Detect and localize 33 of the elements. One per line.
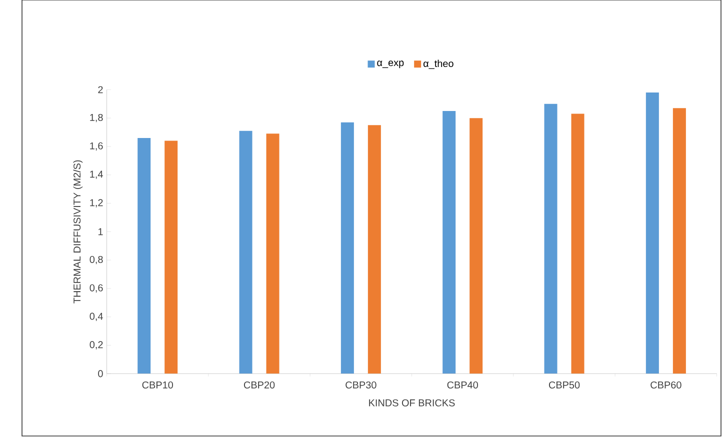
bar [368, 125, 381, 374]
x-tick-label: CBP10 [142, 381, 173, 388]
legend-label: α_exp [377, 60, 404, 68]
bar [164, 140, 178, 374]
y-tick-label: 1 [98, 228, 103, 236]
bar [646, 92, 659, 374]
x-tick-label: CBP30 [346, 381, 376, 388]
y-tick-label: 1,8 [90, 114, 103, 122]
x-axis-title: KINDS OF BRICKS [369, 399, 455, 406]
x-tick-label: CBP40 [447, 381, 478, 388]
y-axis-title: THERMAL DIFFUSIVITY (M2/S) [73, 160, 83, 304]
bar [442, 110, 456, 374]
y-tick-label: 0,2 [90, 341, 103, 350]
bar [571, 114, 584, 374]
y-tick-label: 2 [98, 86, 103, 94]
y-tick-label: 0,6 [90, 284, 103, 293]
y-tick-label: 0 [98, 370, 103, 378]
bar [340, 122, 354, 374]
y-tick-label: 0,4 [90, 312, 103, 321]
y-tick-label: 0,8 [90, 256, 103, 264]
x-tick-label: CBP60 [650, 381, 682, 388]
bar [544, 104, 558, 374]
x-tick-label: CBP20 [244, 381, 275, 388]
bar [239, 130, 252, 374]
y-tick-label: 1,2 [90, 199, 103, 208]
legend-label: α_theo [424, 60, 454, 69]
bar [672, 108, 686, 374]
bar [470, 118, 483, 374]
y-tick-label: 1,4 [90, 170, 103, 179]
bar [138, 138, 151, 374]
y-tick-label: 1,6 [90, 142, 103, 151]
x-tick-label: CBP50 [548, 381, 580, 388]
bar [266, 134, 280, 374]
